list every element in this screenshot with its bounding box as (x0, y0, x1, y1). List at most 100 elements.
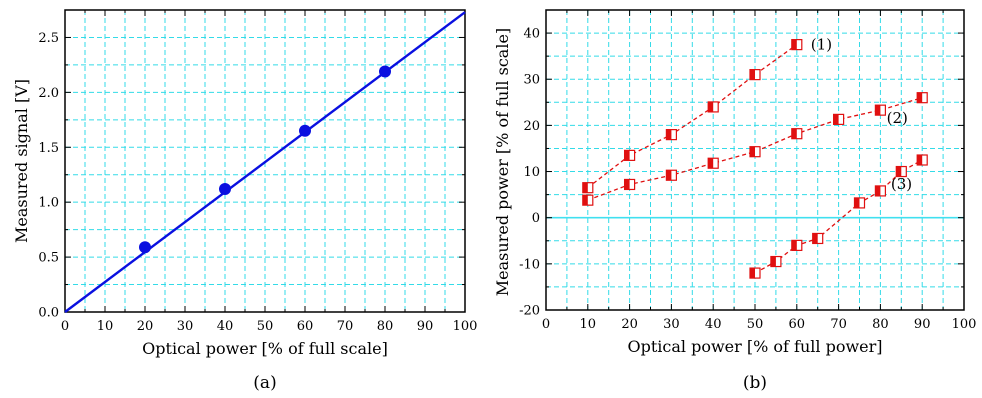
y-axis-label: Measured signal [V] (12, 79, 31, 243)
data-point (582, 182, 594, 194)
y-tick-label: 1.0 (38, 196, 59, 211)
panel-label: (a) (253, 373, 276, 393)
y-axis-label: Measured power [% of full scale] (493, 28, 512, 296)
y-tick-label: 0 (532, 211, 540, 226)
y-tick-label: -20 (519, 304, 540, 319)
marker-fill (624, 179, 630, 190)
data-point (770, 255, 782, 268)
data-point (219, 183, 231, 196)
y-tick-label: 1.5 (38, 141, 59, 156)
x-tick-label: 60 (789, 317, 806, 332)
marker-fill (875, 105, 881, 116)
data-point (379, 65, 391, 78)
data-point (749, 146, 761, 158)
data-point (665, 129, 678, 141)
y-tick-label: -10 (519, 257, 540, 272)
marker-fill (624, 150, 630, 161)
x-tick-label: 80 (377, 319, 394, 334)
data-point (665, 169, 678, 181)
data-point (749, 267, 761, 279)
chart-panel-a: 0 10 20 30 40 50 60 70 80 90 100 0.0 0.5 1.0 1.5 2.0 2.5… (12, 9, 478, 393)
data-point (139, 241, 151, 254)
marker-fill (875, 185, 881, 196)
marker-fill (666, 170, 672, 181)
marker-fill (833, 114, 839, 125)
data-point (623, 149, 636, 161)
marker-fill (666, 129, 672, 140)
x-tick-label: 50 (257, 319, 274, 334)
data-point (874, 104, 887, 116)
marker-fill (750, 268, 755, 279)
x-tick-label: 30 (177, 319, 194, 334)
data-point (874, 185, 887, 197)
data-point (812, 232, 824, 245)
y-tick-label: 10 (523, 165, 540, 180)
series-2: (2) (582, 92, 928, 206)
marker-fill (708, 101, 714, 112)
chart-panel-b: 0 10 20 30 40 50 60 70 80 90 100 -20 -10 0 10 20 30 40 Opt… (493, 9, 977, 393)
data-point (707, 157, 719, 169)
fit-line (64, 11, 466, 313)
marker-fill (708, 158, 714, 169)
series-line (587, 97, 923, 201)
data-point (832, 113, 845, 125)
x-tick-label: 90 (417, 319, 434, 334)
y-tick-label: 30 (523, 73, 540, 88)
marker-fill (812, 233, 818, 244)
y-tick-label: 2.0 (38, 86, 59, 101)
series-3: (3) (749, 154, 928, 279)
grid-lines (65, 10, 465, 312)
marker-fill (791, 39, 797, 50)
marker-fill (917, 155, 923, 165)
x-tick-label: 60 (297, 319, 314, 334)
x-tick-label: 70 (830, 317, 847, 332)
y-tick-label: 0.0 (38, 306, 59, 321)
series-label: (2) (887, 109, 908, 127)
x-tick-label: 100 (952, 317, 977, 332)
x-tick-label: 50 (747, 317, 764, 332)
series-line (587, 44, 798, 189)
x-axis-label: Optical power [% of full power] (627, 337, 882, 356)
marker-fill (582, 195, 588, 206)
y-tick-label: 0.5 (38, 251, 59, 266)
data-point (749, 69, 761, 81)
marker-fill (750, 146, 755, 157)
x-tick-label: 40 (705, 317, 722, 332)
x-tick-label: 10 (580, 317, 597, 332)
x-tick-label: 90 (914, 317, 931, 332)
x-tick-label: 20 (137, 319, 154, 334)
x-tick-label: 80 (872, 317, 889, 332)
marker-fill (854, 197, 860, 208)
x-tick-label: 10 (97, 319, 114, 334)
marker-fill (750, 69, 755, 80)
data-point (791, 239, 803, 251)
marker-fill (791, 128, 797, 139)
marker-fill (770, 256, 776, 267)
series-label: (1) (811, 36, 832, 54)
x-tick-label: 0 (542, 317, 550, 332)
x-axis-label: Optical power [% of full scale] (142, 339, 388, 358)
marker-fill (917, 92, 923, 103)
y-tick-label: 20 (523, 119, 540, 134)
x-tick-label: 100 (453, 319, 478, 334)
y-tick-label: 40 (523, 27, 540, 42)
series-1: (1) (582, 36, 832, 194)
x-tick-label: 20 (621, 317, 638, 332)
x-tick-label: 40 (217, 319, 234, 334)
marker-fill (896, 166, 902, 177)
data-point (299, 124, 311, 137)
data-point (916, 92, 928, 104)
data-point (853, 197, 866, 209)
x-tick-label: 0 (61, 319, 69, 334)
marker-fill (582, 182, 588, 193)
x-tick-label: 70 (337, 319, 354, 334)
x-tick-label: 30 (663, 317, 680, 332)
data-point (623, 178, 636, 191)
data-point (895, 165, 907, 178)
data-point (707, 101, 719, 113)
data-point (582, 194, 594, 206)
grid-lines (546, 10, 964, 310)
data-point (916, 154, 928, 166)
y-tick-label: 2.5 (38, 31, 59, 46)
